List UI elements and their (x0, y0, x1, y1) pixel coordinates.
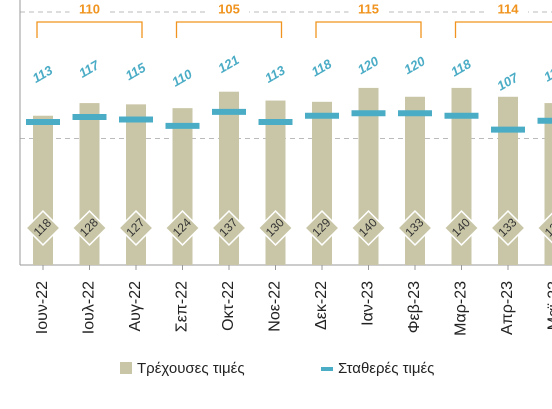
marker-label: 113 (262, 62, 288, 86)
quarter-label: 110 (79, 1, 100, 16)
marker-label: 114 (541, 61, 552, 85)
x-tick-label: Νοε-22 (267, 281, 284, 332)
marker-label: 117 (76, 57, 102, 81)
quarter-label: 115 (358, 1, 379, 16)
quarter-label-bg (488, 2, 528, 18)
x-tick-label: Ιουν-22 (34, 281, 51, 334)
data-label-box (396, 209, 434, 247)
data-label-box (117, 209, 155, 247)
x-tick-label: Μαϊ-23 (546, 281, 552, 330)
marker-label: 118 (309, 56, 335, 80)
quarter-bracket (315, 21, 422, 38)
data-label-box (536, 209, 552, 247)
marker-label: 113 (30, 62, 56, 86)
x-tick-label: Μαρ-23 (453, 281, 470, 336)
quarter-bracket (454, 21, 552, 38)
bar (544, 103, 552, 265)
quarter-label-bg (209, 2, 249, 18)
data-label-box (350, 209, 387, 247)
data-label-box (71, 209, 108, 247)
legend-label: Σταθερές τιμές (338, 360, 434, 377)
data-label-box (489, 209, 527, 247)
marker-label: 115 (123, 60, 149, 84)
marker-label: 121 (215, 52, 241, 76)
marker-label: 107 (494, 69, 521, 93)
data-label-box (257, 209, 294, 247)
quarter-label-bg (348, 2, 389, 18)
quarter-label: 114 (498, 1, 520, 16)
data-label-box (24, 209, 62, 247)
marker-label: 120 (355, 53, 382, 77)
quarter-label-bg (69, 2, 110, 18)
x-tick-label: Ιουλ-22 (81, 281, 98, 334)
data-label-box (164, 209, 201, 247)
data-label-box (443, 209, 480, 247)
quarter-bracket (36, 21, 143, 38)
marker-label: 118 (448, 56, 474, 80)
x-tick-label: Φεβ-23 (406, 281, 423, 333)
x-tick-label: Σεπ-22 (174, 281, 191, 332)
x-tick-label: Ιαν-23 (360, 281, 377, 326)
quarter-bracket (175, 21, 283, 38)
data-label-box (210, 209, 248, 247)
x-tick-label: Οκτ-22 (220, 281, 237, 331)
data-label: 128 (542, 215, 552, 239)
x-tick-label: Δεκ-22 (313, 281, 330, 330)
x-tick-label: Απρ-23 (499, 281, 516, 335)
marker-label: 120 (401, 53, 428, 77)
quarter-label: 105 (218, 1, 240, 16)
marker-label: 110 (169, 66, 195, 90)
x-tick-label: Αυγ-22 (127, 281, 144, 332)
data-label-box (303, 209, 341, 247)
legend-label: Τρέχουσες τιμές (137, 360, 245, 377)
legend-swatch (120, 362, 132, 374)
